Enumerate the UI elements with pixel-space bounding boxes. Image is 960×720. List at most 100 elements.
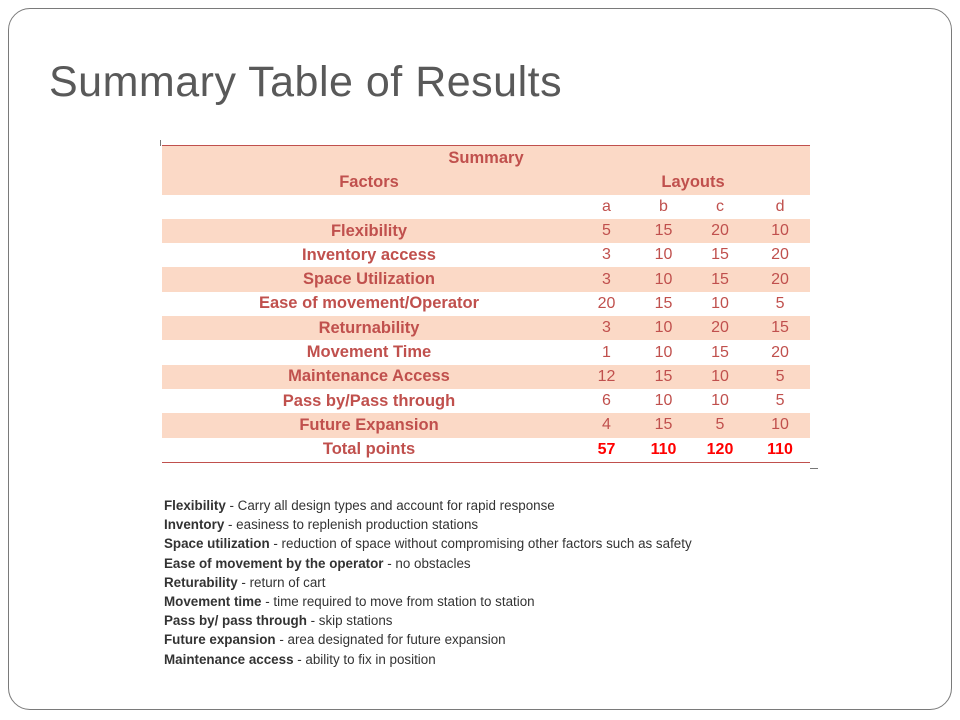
definition-item: Flexibility - Carry all design types and…	[164, 496, 804, 515]
total-cell: 110	[637, 437, 690, 463]
definition-term: Ease of movement by the operator	[164, 555, 384, 571]
definition-term: Flexibility	[164, 498, 226, 513]
definition-item: Inventory - easiness to replenish produc…	[164, 515, 804, 534]
factor-name: Inventory access	[162, 243, 576, 268]
score-cell: 15	[750, 316, 811, 341]
slide-title: Summary Table of Results	[49, 58, 563, 106]
score-cell: 3	[576, 316, 637, 341]
score-cell: 15	[637, 364, 690, 389]
layout-labels-row: a b c d	[162, 194, 811, 219]
score-cell: 10	[690, 364, 750, 389]
table-header-row: Factors Layouts	[162, 170, 811, 195]
layout-label: c	[690, 194, 750, 219]
table-row: Ease of movement/Operator 20 15 10 5	[162, 291, 811, 317]
definition-term: Inventory	[164, 517, 225, 533]
layout-label: a	[576, 194, 637, 219]
score-cell: 20	[576, 291, 637, 317]
score-cell: 5	[750, 388, 811, 414]
table-row: Maintenance Access 12 15 10 5	[162, 364, 811, 389]
score-cell: 10	[750, 413, 811, 438]
definition-text: - ability to fix in position	[293, 651, 436, 667]
factor-name: Space Utilization	[162, 267, 576, 292]
score-cell: 10	[690, 388, 750, 414]
definition-item: Space utilization - reduction of space w…	[164, 534, 804, 553]
score-cell: 20	[690, 316, 750, 341]
score-cell: 10	[637, 243, 690, 268]
definition-term: Space utilization	[164, 536, 270, 552]
definition-term: Maintenance access	[164, 651, 294, 667]
score-cell: 10	[750, 218, 811, 244]
total-cell: 120	[690, 437, 750, 463]
factor-name: Ease of movement/Operator	[162, 291, 576, 317]
total-cell: 110	[750, 437, 811, 463]
definition-term: Returability	[164, 574, 238, 590]
score-cell: 10	[690, 291, 750, 317]
definition-text: - return of cart	[237, 574, 326, 590]
definition-item: Movement time - time required to move fr…	[164, 592, 804, 611]
score-cell: 10	[637, 340, 690, 365]
definition-item: Future expansion - area designated for f…	[164, 630, 804, 649]
factor-name: Future Expansion	[162, 413, 576, 438]
definition-item: Maintenance access - ability to fix in p…	[164, 650, 804, 669]
score-cell: 15	[690, 267, 750, 292]
definition-text: - no obstacles	[383, 555, 471, 571]
score-cell: 15	[637, 218, 690, 244]
score-cell: 1	[576, 340, 637, 365]
factor-name: Pass by/Pass through	[162, 388, 576, 414]
score-cell: 4	[576, 413, 637, 438]
definition-text: - area designated for future expansion	[275, 632, 506, 648]
definition-item: Returability - return of cart	[164, 573, 804, 592]
table-row: Space Utilization 3 10 15 20	[162, 267, 811, 292]
total-label: Total points	[162, 437, 576, 463]
factors-header: Factors	[162, 170, 576, 195]
definition-term: Movement time	[164, 594, 262, 610]
table-row: Pass by/Pass through 6 10 10 5	[162, 388, 811, 414]
score-cell: 12	[576, 364, 637, 389]
total-row: Total points 57 110 120 110	[162, 437, 811, 463]
score-cell: 20	[750, 340, 811, 365]
definition-text: - Carry all design types and account for…	[225, 498, 555, 513]
layouts-header: Layouts	[576, 170, 811, 195]
definition-text: - easiness to replenish production stati…	[224, 517, 479, 533]
table-row: Movement Time 1 10 15 20	[162, 340, 811, 365]
score-cell: 3	[576, 243, 637, 268]
score-cell: 5	[690, 413, 750, 438]
factor-name: Returnability	[162, 316, 576, 341]
table-caption-row: Summary	[162, 145, 811, 171]
score-cell: 10	[637, 316, 690, 341]
score-cell: 10	[637, 388, 690, 414]
factor-definitions: Flexibility - Carry all design types and…	[164, 496, 804, 669]
score-cell: 15	[637, 413, 690, 438]
score-cell: 20	[750, 243, 811, 268]
score-cell: 15	[637, 291, 690, 317]
score-cell: 15	[690, 243, 750, 268]
layout-labels-spacer	[162, 194, 576, 219]
definition-item: Pass by/ pass through - skip stations	[164, 611, 804, 630]
definition-text: - skip stations	[306, 613, 393, 629]
score-cell: 10	[637, 267, 690, 292]
factor-name: Movement Time	[162, 340, 576, 365]
score-cell: 15	[690, 340, 750, 365]
score-cell: 5	[750, 291, 811, 317]
table-corner-mark	[160, 140, 161, 146]
score-cell: 20	[750, 267, 811, 292]
table-row: Inventory access 3 10 15 20	[162, 243, 811, 268]
score-cell: 5	[750, 364, 811, 389]
score-cell: 3	[576, 267, 637, 292]
table-row: Flexibility 5 15 20 10	[162, 218, 811, 244]
score-cell: 6	[576, 388, 637, 414]
definition-term: Pass by/ pass through	[164, 613, 307, 629]
layout-label: d	[750, 194, 811, 219]
table-row: Future Expansion 4 15 5 10	[162, 413, 811, 438]
definition-text: - reduction of space without compromisin…	[269, 536, 692, 552]
total-cell: 57	[576, 437, 637, 463]
table-caption: Summary	[162, 145, 811, 171]
score-cell: 5	[576, 218, 637, 244]
table-row: Returnability 3 10 20 15	[162, 316, 811, 341]
layout-label: b	[637, 194, 690, 219]
summary-table: Summary Factors Layouts a b c d Flexibil…	[162, 145, 811, 463]
factor-name: Flexibility	[162, 218, 576, 244]
table-corner-mark	[810, 468, 818, 469]
score-cell: 20	[690, 218, 750, 244]
definition-item: Ease of movement by the operator - no ob…	[164, 554, 804, 573]
